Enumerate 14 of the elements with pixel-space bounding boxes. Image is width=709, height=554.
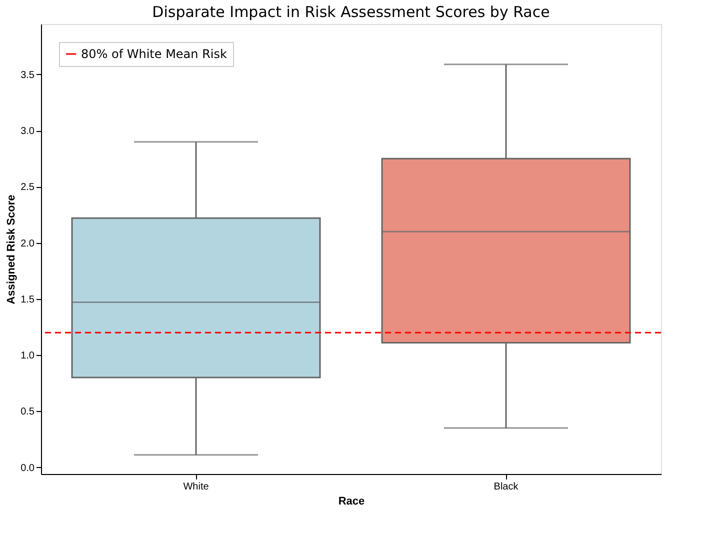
y-tick-label: 0.0 xyxy=(20,462,35,474)
y-tick-label: 3.0 xyxy=(20,126,35,138)
x-tick-label: Black xyxy=(494,482,520,492)
y-tick-label: 1.0 xyxy=(20,350,35,362)
y-tick-label: 2.5 xyxy=(20,182,35,194)
y-tick-label: 3.5 xyxy=(20,70,35,81)
legend-label: 80% of White Mean Risk xyxy=(81,47,228,61)
y-tick-label: 0.5 xyxy=(20,406,35,418)
y-tick-label: 1.5 xyxy=(20,294,35,306)
x-tick-label: White xyxy=(183,482,210,492)
chart-title: Disparate Impact in Risk Assessment Scores by Race xyxy=(152,3,550,21)
y-axis-title: Assigned Risk Score xyxy=(6,194,18,304)
y-tick-label: 2.0 xyxy=(20,238,35,250)
x-axis-title: Race xyxy=(338,496,365,508)
